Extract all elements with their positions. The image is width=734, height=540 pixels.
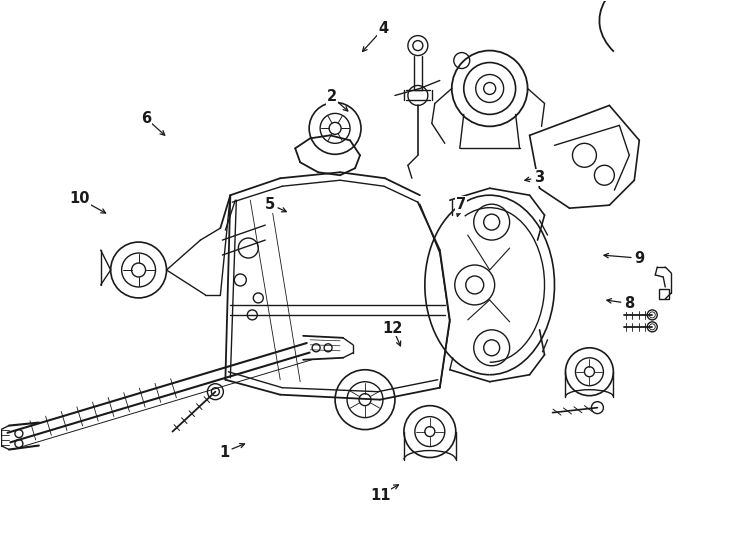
Text: 2: 2 <box>327 89 337 104</box>
Text: 6: 6 <box>141 111 151 126</box>
Text: 12: 12 <box>382 321 403 336</box>
Text: 1: 1 <box>219 444 229 460</box>
Text: 10: 10 <box>70 191 90 206</box>
Text: 3: 3 <box>534 170 544 185</box>
Text: 8: 8 <box>624 296 634 311</box>
Text: 7: 7 <box>456 197 466 212</box>
Text: 11: 11 <box>370 488 390 503</box>
Text: 5: 5 <box>265 197 275 212</box>
Text: 9: 9 <box>634 251 644 266</box>
Text: 4: 4 <box>378 21 388 36</box>
